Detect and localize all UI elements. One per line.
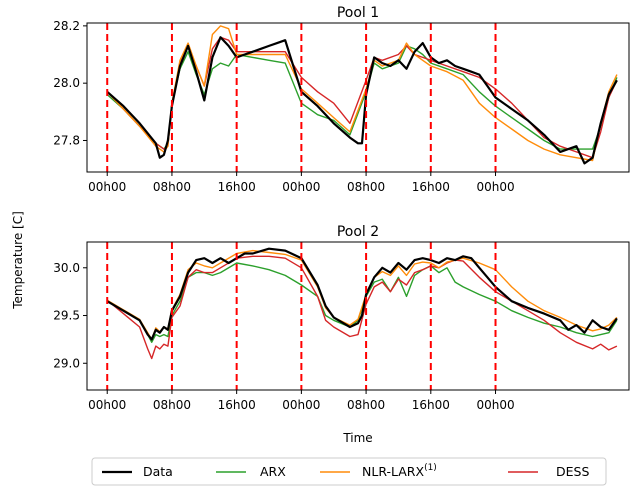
legend-label-nlr-larx-base: NLR-LARX <box>362 464 424 479</box>
x-tick-label: 00h00 <box>476 180 514 194</box>
x-tick-label: 00h00 <box>476 398 514 412</box>
plot-frame <box>86 22 630 173</box>
series-line-data <box>106 247 618 341</box>
y-tick-label: 29.5 <box>53 309 80 323</box>
legend-label-nlr-larx: NLR-LARX(1) <box>362 463 437 479</box>
y-axis-label: Temperature [C] <box>11 211 25 310</box>
x-tick-label: 00h00 <box>88 398 126 412</box>
panel-1: Pool 1 27.8 28.0 28.2 00h00 08h00 16h00 00h00 08… <box>53 5 630 194</box>
chart-panels: Pool 1 27.8 28.0 28.2 00h00 08h00 16h00 00h00 08… <box>53 5 630 412</box>
series-line-nlr-larx-1 <box>106 25 618 162</box>
x-tick-label: 00h00 <box>282 398 320 412</box>
legend: Data ARX NLR-LARX(1) DESS <box>91 457 607 486</box>
legend-entry-dess: DESS <box>508 464 589 479</box>
legend-entry-data: Data <box>102 464 173 479</box>
plot-area <box>106 23 618 172</box>
legend-label-data: Data <box>143 464 173 479</box>
panel-title: Pool 1 <box>337 5 379 21</box>
x-tick-label: 08h00 <box>153 180 191 194</box>
x-tick-label: 16h00 <box>218 398 256 412</box>
y-tick-label: 30.0 <box>53 261 80 275</box>
x-axis-label: Time <box>342 431 372 445</box>
x-tick-label: 16h00 <box>218 180 256 194</box>
x-tick-label: 00h00 <box>88 180 126 194</box>
x-tick-label: 00h00 <box>282 180 320 194</box>
panel-title: Pool 2 <box>337 224 379 240</box>
x-tick-label: 08h00 <box>347 398 385 412</box>
legend-entry-arx: ARX <box>216 464 286 479</box>
series-line-arx <box>106 262 618 343</box>
plot-area <box>106 242 618 390</box>
x-tick-label: 16h00 <box>412 180 450 194</box>
y-tick-label: 27.8 <box>53 133 80 147</box>
legend-label-arx: ARX <box>260 464 286 479</box>
y-tick-label: 29.0 <box>53 356 80 370</box>
legend-label-nlr-larx-superscript: (1) <box>424 463 437 473</box>
y-tick-label: 28.2 <box>53 19 80 33</box>
x-tick-label: 08h00 <box>153 398 191 412</box>
y-tick-label: 28.0 <box>53 76 80 90</box>
plot-frame <box>86 241 630 391</box>
x-tick-label: 16h00 <box>412 398 450 412</box>
series-line-data <box>106 36 618 165</box>
x-tick-label: 08h00 <box>347 180 385 194</box>
panel-2: Pool 2 29.0 29.5 30.0 00h00 08h00 16h00 00h00 08… <box>53 224 630 412</box>
legend-label-dess: DESS <box>556 464 589 479</box>
legend-entry-nlr-larx: NLR-LARX(1) <box>320 463 437 479</box>
